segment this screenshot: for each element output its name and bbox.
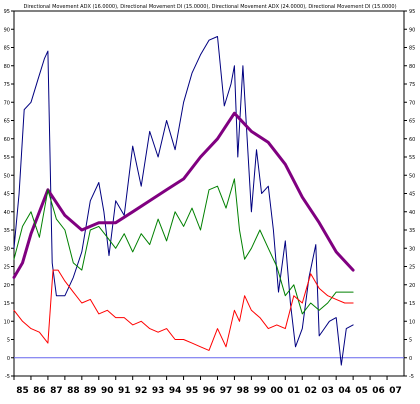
y-tick-label-left: 85 bbox=[4, 46, 10, 52]
y-tick-label-left: 95 bbox=[4, 9, 10, 15]
y-tick-label-right: 85 bbox=[409, 46, 415, 52]
x-tick-label: 07 bbox=[389, 386, 402, 396]
y-tick-label-left: 65 bbox=[4, 119, 10, 125]
y-tick-label-right: 95 bbox=[409, 9, 415, 15]
x-tick-label: 91 bbox=[118, 386, 131, 396]
y-tick-label-left: 15 bbox=[4, 301, 10, 307]
x-tick-label: 90 bbox=[101, 386, 114, 396]
x-tick-label: 99 bbox=[254, 386, 267, 396]
y-tick-label-right: 10 bbox=[409, 319, 415, 325]
x-tick-label: 94 bbox=[169, 386, 182, 396]
y-tick-label-left: 80 bbox=[4, 64, 10, 70]
x-tick-label: 95 bbox=[186, 386, 199, 396]
y-tick-label-right: 25 bbox=[409, 265, 415, 271]
x-tick-label: 97 bbox=[220, 386, 233, 396]
x-tick-label: 85 bbox=[16, 386, 29, 396]
x-tick-label: 01 bbox=[288, 386, 301, 396]
y-tick-label-right: 40 bbox=[409, 210, 415, 216]
y-tick-label-right: 45 bbox=[409, 192, 415, 198]
x-tick-label: 86 bbox=[33, 386, 46, 396]
x-tick-label: 88 bbox=[67, 386, 80, 396]
y-tick-label-right: 65 bbox=[409, 119, 415, 125]
y-tick-label-left: 10 bbox=[4, 319, 10, 325]
y-tick-label-right: 50 bbox=[409, 173, 415, 179]
y-axis-left: -5 0 5 10 15 20 25 30 35 40 45 50 55 60 65 70 75 80 85 90 95 bbox=[4, 9, 14, 380]
y-tick-label-left: 35 bbox=[4, 228, 10, 234]
x-tick-label: 06 bbox=[372, 386, 385, 396]
x-axis: 85 86 87 88 89 90 91 92 93 94 95 96 97 98 99 00 01 02 03 04… bbox=[13, 376, 402, 396]
y-tick-label-right: 5 bbox=[409, 338, 412, 344]
y-tick-label-left: 5 bbox=[7, 338, 10, 344]
y-tick-label-right: 55 bbox=[409, 155, 415, 161]
y-tick-label-left: 45 bbox=[4, 192, 10, 198]
x-tick-label: 04 bbox=[338, 386, 351, 396]
series-line-2 bbox=[12, 111, 355, 279]
y-tick-label-right: 75 bbox=[409, 82, 415, 88]
y-tick-label-right: 30 bbox=[409, 246, 415, 252]
y-tick-label-left: 25 bbox=[4, 265, 10, 271]
y-tick-label-left: -5 bbox=[5, 374, 10, 380]
y-tick-label-right: 80 bbox=[409, 64, 415, 70]
x-tick-label: 00 bbox=[271, 386, 284, 396]
x-tick-label: 93 bbox=[152, 386, 165, 396]
y-tick-label-right: 20 bbox=[409, 283, 415, 289]
x-tick-label: 98 bbox=[237, 386, 250, 396]
y-tick-label-left: 90 bbox=[4, 27, 10, 33]
x-tick-label: 03 bbox=[321, 386, 334, 396]
y-tick-label-right: 60 bbox=[409, 137, 415, 143]
series-line-3 bbox=[13, 178, 354, 315]
y-tick-label-left: 30 bbox=[4, 246, 10, 252]
x-tick-label: 96 bbox=[203, 386, 216, 396]
y-tick-label-left: 0 bbox=[7, 356, 10, 362]
y-tick-label-left: 50 bbox=[4, 173, 10, 179]
y-tick-label-left: 60 bbox=[4, 137, 10, 143]
x-tick-label: 02 bbox=[304, 386, 317, 396]
x-tick-label: 92 bbox=[135, 386, 148, 396]
y-tick-label-left: 20 bbox=[4, 283, 10, 289]
y-tick-label-right: 70 bbox=[409, 100, 415, 106]
x-tick-label: 87 bbox=[50, 386, 63, 396]
y-tick-label-left: 70 bbox=[4, 100, 10, 106]
y-tick-label-right: 90 bbox=[409, 27, 415, 33]
y-tick-label-right: -5 bbox=[409, 374, 414, 380]
series-group bbox=[12, 36, 355, 366]
series-line-4 bbox=[13, 269, 354, 351]
y-tick-label-left: 40 bbox=[4, 210, 10, 216]
y-tick-label-right: 35 bbox=[409, 228, 415, 234]
chart-title: Directional Movement ADX (16.0000), Dire… bbox=[23, 4, 396, 10]
x-tick-label: 89 bbox=[84, 386, 97, 396]
y-axis-right: -5 0 5 10 15 20 25 30 35 40 45 50 55 60 65 70 75 80 85 90 95 bbox=[404, 9, 415, 380]
y-tick-label-left: 55 bbox=[4, 155, 10, 161]
x-tick-label: 05 bbox=[355, 386, 368, 396]
y-tick-label-left: 75 bbox=[4, 82, 10, 88]
y-tick-label-right: 0 bbox=[409, 356, 412, 362]
y-tick-label-right: 15 bbox=[409, 301, 415, 307]
